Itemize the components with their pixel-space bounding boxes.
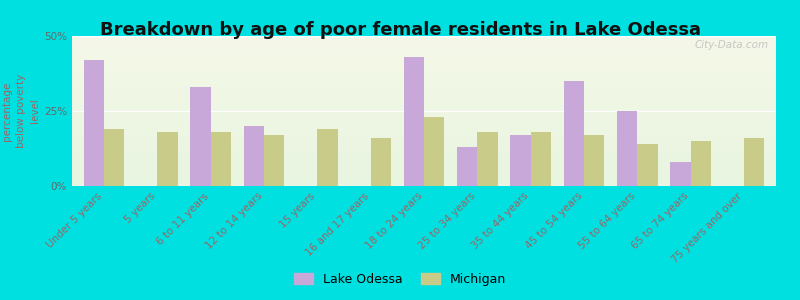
Bar: [530, 132, 551, 186]
Bar: [424, 117, 444, 186]
Bar: [478, 132, 498, 186]
Bar: [158, 132, 178, 186]
Bar: [457, 147, 478, 186]
Bar: [370, 138, 391, 186]
Y-axis label: percentage
below poverty
level: percentage below poverty level: [2, 74, 40, 148]
Bar: [638, 144, 658, 186]
Bar: [584, 135, 604, 186]
Legend: Lake Odessa, Michigan: Lake Odessa, Michigan: [289, 268, 511, 291]
Bar: [690, 141, 711, 186]
Text: City-Data.com: City-Data.com: [695, 40, 769, 50]
Bar: [670, 162, 690, 186]
Bar: [84, 60, 104, 186]
Bar: [404, 57, 424, 186]
Bar: [264, 135, 284, 186]
Bar: [190, 87, 210, 186]
Bar: [104, 129, 124, 186]
Bar: [617, 111, 638, 186]
Bar: [318, 129, 338, 186]
Bar: [744, 138, 764, 186]
Bar: [210, 132, 231, 186]
Bar: [244, 126, 264, 186]
Bar: [510, 135, 530, 186]
Bar: [564, 81, 584, 186]
Text: Breakdown by age of poor female residents in Lake Odessa: Breakdown by age of poor female resident…: [99, 21, 701, 39]
